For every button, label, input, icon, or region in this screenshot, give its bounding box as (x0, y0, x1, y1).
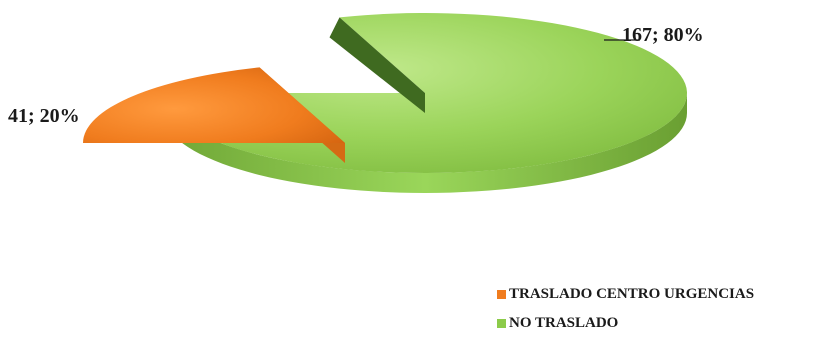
legend-item-no-traslado: NO TRASLADO (497, 313, 754, 333)
legend-swatch-no-traslado (497, 318, 506, 328)
slice-cut-no-traslado (329, 17, 425, 113)
slices-layer (83, 13, 687, 193)
legend-swatch-traslado (497, 289, 506, 299)
legend-label-no-traslado: NO TRASLADO (509, 314, 619, 331)
data-label-traslado: 41; 20% (8, 105, 80, 127)
slice-side-no-traslado (163, 93, 687, 193)
chart-legend: TRASLADO CENTRO URGENCIAS NO TRASLADO (497, 284, 754, 342)
legend-item-traslado: TRASLADO CENTRO URGENCIAS (497, 284, 754, 304)
data-label-no-traslado: 167; 80% (622, 24, 704, 46)
legend-label-traslado: TRASLADO CENTRO URGENCIAS (509, 285, 755, 302)
slice-traslado (83, 67, 345, 143)
